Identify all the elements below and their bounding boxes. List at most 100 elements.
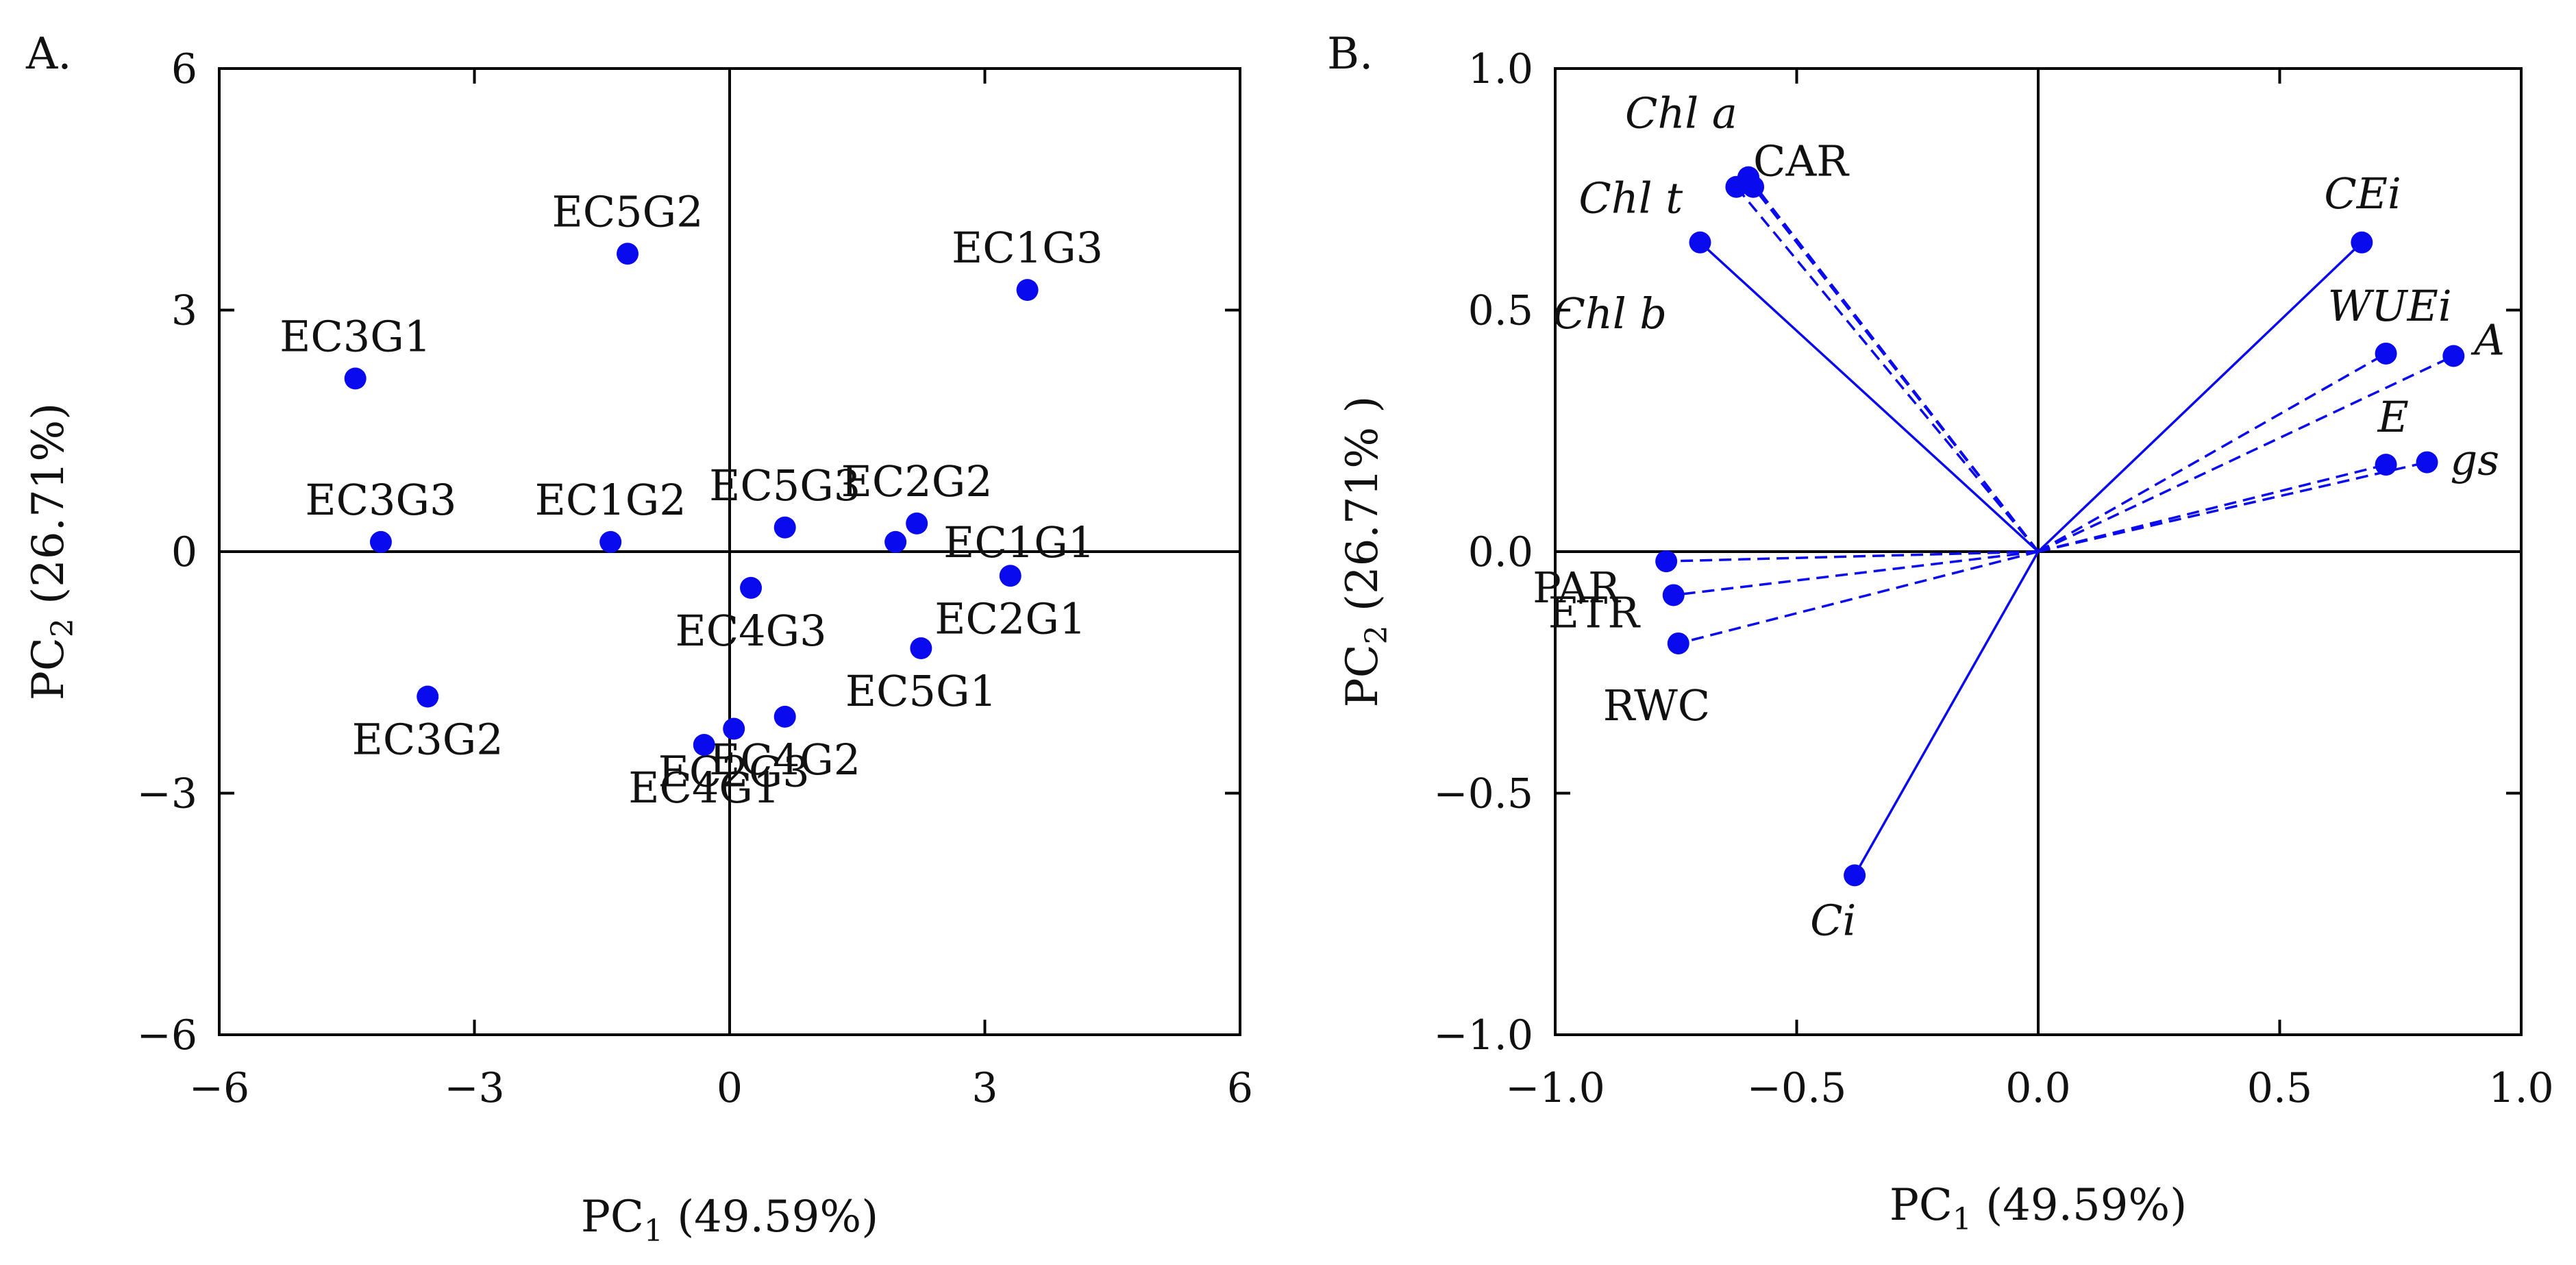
point-ec3g2	[417, 685, 439, 708]
vector-tip-rwc	[1667, 632, 1689, 654]
x-tick-label: −6	[189, 1064, 249, 1112]
vector-label-chl-a: Chl a	[1625, 88, 1737, 138]
point-ec2g2	[906, 512, 928, 535]
vector-label-car: CAR	[1753, 136, 1850, 186]
point-label-ec2g3: EC2G3	[658, 747, 810, 797]
vector-label-par: PAR	[1533, 563, 1622, 613]
point-ec4g1	[693, 734, 715, 756]
y-tick-label: 0.0	[1468, 528, 1533, 576]
point-label-ec5g2: EC5G2	[552, 186, 703, 236]
panel-a-ylabel-rest: (26.71%)	[23, 403, 74, 618]
point-ec2g3	[723, 717, 745, 740]
y-tick-label: 0	[171, 528, 197, 576]
point-label-ec1g3: EC1G3	[952, 223, 1103, 273]
y-tick-label: 3	[171, 287, 197, 335]
point-ec3g1	[344, 367, 367, 390]
panel-b-y-axis-title: PC2 (26.71% )	[1337, 396, 1394, 708]
panel-a-ticks: −6 −3 0 3 6 −6 −3 0 3 6	[137, 45, 1254, 1112]
vector-rwc	[1678, 550, 2039, 645]
point-label-ec4g2: EC4G2	[709, 735, 860, 785]
vector-tip-etr	[1662, 584, 1685, 606]
point-label-ec1g2: EC1G2	[535, 475, 686, 525]
point-label-ec3g3: EC3G3	[305, 475, 456, 525]
vector-label-cei: CEi	[2324, 169, 2401, 219]
x-tick-label: −1.0	[1505, 1064, 1605, 1112]
panel-b-ylabel-main: PC	[1337, 644, 1388, 707]
vector-label-ci: Ci	[1810, 895, 1856, 945]
point-ec5g3	[773, 516, 796, 539]
panel-b-label: B.	[1327, 29, 1373, 79]
point-ec3g3	[369, 530, 392, 553]
vector-label-rwc: RWC	[1603, 680, 1710, 730]
panel-b-xlabel-main: PC	[1890, 1180, 1953, 1231]
panel-b-xlabel-rest: (49.59%)	[1972, 1180, 2187, 1231]
panel-b-ticks: −1.0 −0.5 0.0 0.5 1.0 −1.0 −0.5 0.0 0.5 1.0	[1433, 45, 2553, 1112]
vector-tip-car	[1742, 175, 1765, 198]
point-label-ec2g1: EC2G1	[934, 593, 1086, 643]
point-ec1g3	[1016, 279, 1039, 302]
vector-label-chl-t: Chl t	[1578, 173, 1683, 223]
vector-chl-b	[1699, 241, 2040, 553]
vector-label-wuei: WUEi	[2328, 281, 2452, 331]
panel-b-xlabel-sub: 1	[1953, 1202, 1972, 1237]
vector-label-gs: gs	[2451, 435, 2500, 485]
y-tick-label: 6	[171, 45, 197, 93]
point-label-ec3g1: EC3G1	[280, 311, 431, 361]
y-tick-label: −1.0	[1433, 1011, 1533, 1059]
vector-par	[1666, 550, 2039, 563]
y-tick-label: −0.5	[1433, 770, 1533, 818]
panel-a-y-axis-title: PC2 (26.71%)	[23, 403, 80, 700]
x-tick-label: 0.0	[2005, 1064, 2070, 1112]
point-label-ec5g1: EC5G1	[845, 666, 997, 716]
vector-tip-gs	[2416, 451, 2438, 474]
y-tick-label: −3	[137, 770, 197, 818]
vector-tip-wuei	[2375, 342, 2397, 365]
panel-a-label: A.	[25, 29, 72, 79]
point-label-ec2g2: EC2G2	[841, 456, 993, 506]
vector-tip-chl-t	[1725, 175, 1748, 198]
vector-gs	[2038, 460, 2427, 553]
point-ec5g2	[617, 243, 639, 265]
panel-a-ylabel-main: PC	[23, 637, 74, 700]
panel-b-ylabel-sub: 2	[1359, 625, 1394, 644]
point-ec4g3	[740, 576, 763, 599]
panel-a-ylabel-sub: 2	[45, 618, 80, 637]
x-tick-label: 6	[1227, 1064, 1253, 1112]
vector-a	[2038, 354, 2455, 553]
vector-tip-par	[1655, 550, 1678, 573]
vector-tip-e	[2375, 454, 2397, 476]
y-tick-label: 1.0	[1468, 45, 1533, 93]
panel-b-ylabel-rest: (26.71% )	[1337, 396, 1388, 626]
vector-cei	[2037, 241, 2363, 553]
x-tick-label: −3	[444, 1064, 504, 1112]
point-ec1g1	[884, 530, 907, 553]
x-tick-label: 0	[717, 1064, 743, 1112]
vector-tip-chl-b	[1689, 231, 1711, 254]
panel-b-x-axis-title: PC1 (49.59%)	[1890, 1180, 2187, 1237]
point-ec4g2	[773, 705, 796, 728]
point-ec5g1	[910, 637, 932, 659]
panel-a-xlabel-main: PC	[581, 1192, 644, 1242]
point-label-ec5g3: EC5G3	[709, 460, 860, 511]
panel-a-xlabel-sub: 1	[644, 1214, 663, 1249]
x-tick-label: 1.0	[2488, 1064, 2553, 1112]
vector-car	[1752, 186, 2040, 553]
point-ec1g2	[599, 530, 622, 553]
vector-ci	[1853, 551, 2040, 876]
y-tick-label: 0.5	[1468, 287, 1533, 335]
y-tick-label: −6	[137, 1011, 197, 1059]
vector-etr	[1673, 550, 2039, 597]
vector-label-chl-b: Chl b	[1553, 288, 1668, 339]
panel-a-xlabel-rest: (49.59%)	[663, 1192, 878, 1242]
vector-wuei	[2038, 352, 2387, 553]
vector-label-e: E	[2377, 392, 2409, 442]
vector-tip-cei	[2351, 231, 2373, 254]
panel-b: B. −1.0 −0.5 0.0 0.5 1.0 −1.0 −0.5 0.0 0.5 1.0 Ch…	[1327, 29, 2554, 1237]
x-tick-label: −0.5	[1747, 1064, 1847, 1112]
vector-tip-ci	[1844, 864, 1866, 887]
vector-e	[2038, 463, 2387, 553]
